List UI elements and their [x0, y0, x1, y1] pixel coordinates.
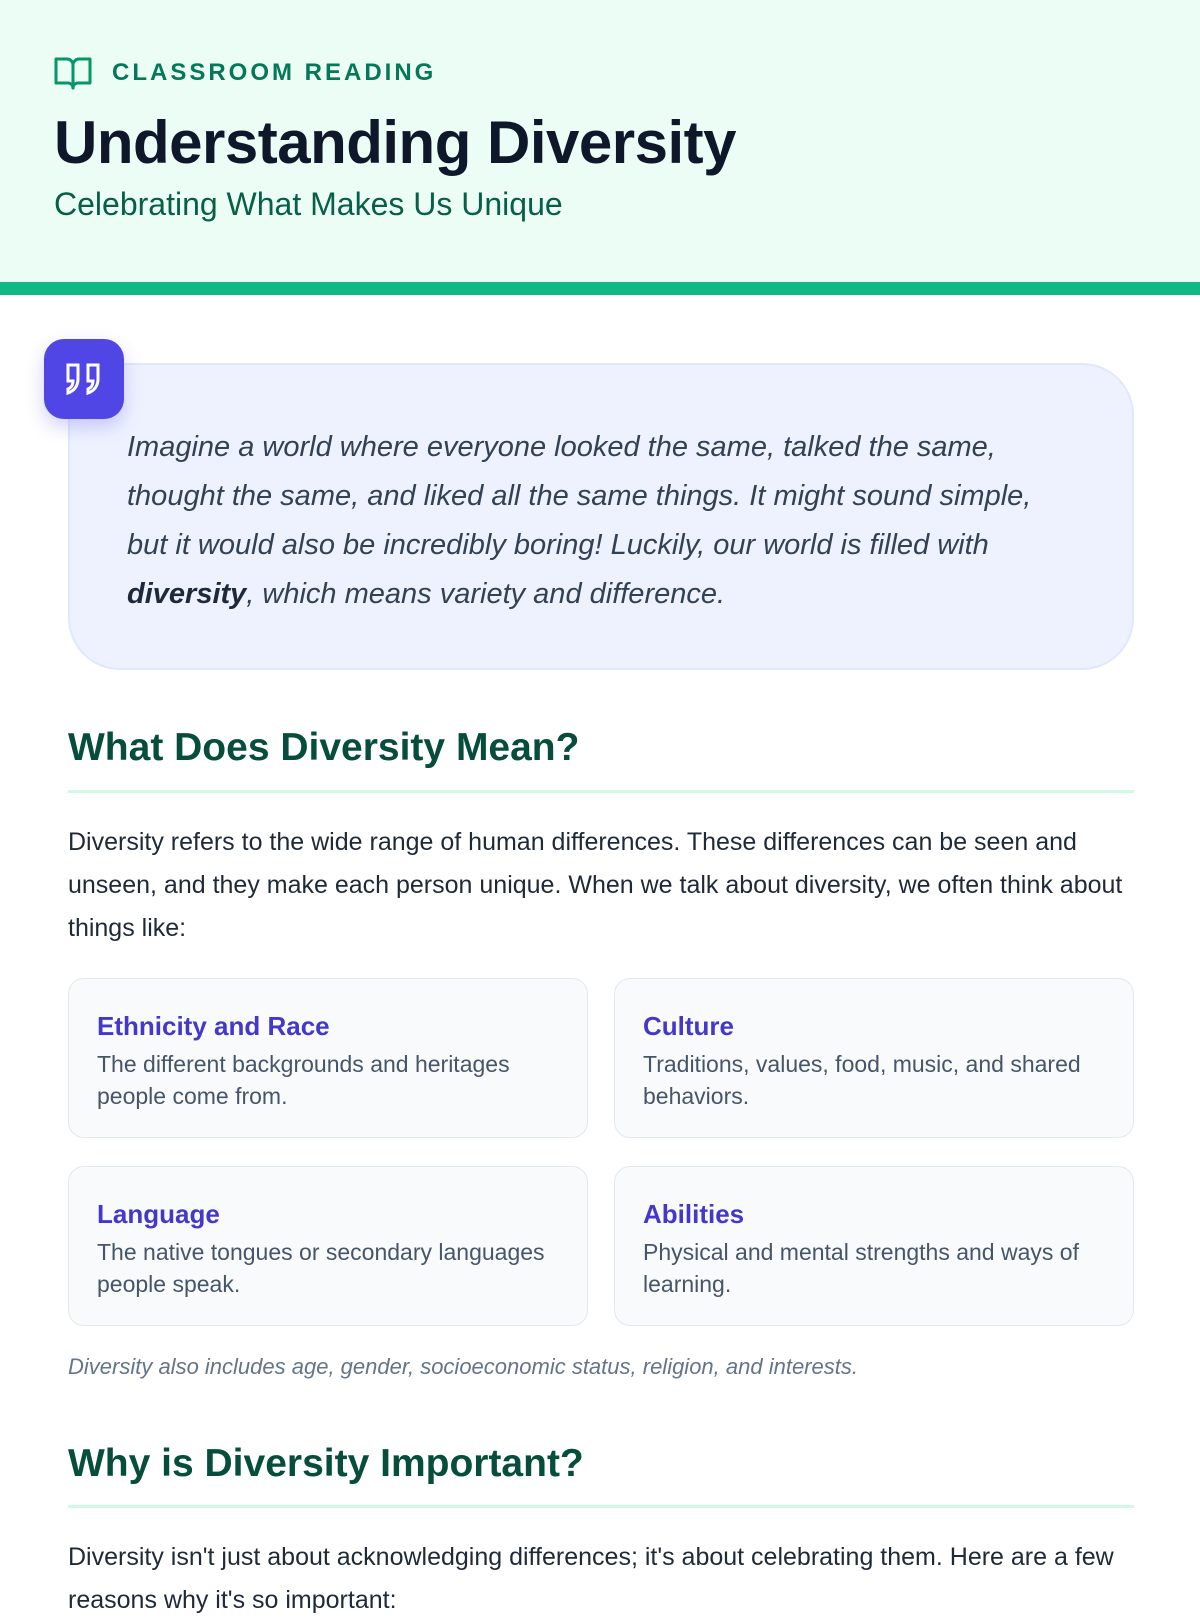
section-heading-importance: Why is Diversity Important?: [68, 1442, 584, 1485]
page-header: CLASSROOM READING Understanding Diversit…: [0, 0, 1200, 282]
card-culture: Culture Traditions, values, food, music,…: [614, 978, 1134, 1138]
section-rule: [68, 1505, 1134, 1508]
card-text: The different backgrounds and heritages …: [97, 1051, 510, 1109]
card-title: Ethnicity and Race: [97, 1011, 330, 1041]
card-title: Culture: [643, 1011, 734, 1041]
card-title: Language: [97, 1199, 220, 1229]
section-rule: [68, 790, 1134, 793]
section-paragraph: Diversity isn't just about acknowledging…: [68, 1543, 1114, 1614]
diversity-note: Diversity also includes age, gender, soc…: [68, 1354, 858, 1379]
intro-quote: Imagine a world where everyone looked th…: [68, 363, 1134, 670]
card-ethnicity: Ethnicity and Race The different backgro…: [68, 978, 588, 1138]
kicker: CLASSROOM READING: [54, 56, 436, 90]
book-open-icon: [54, 57, 92, 90]
card-text: Physical and mental strengths and ways o…: [643, 1239, 1079, 1297]
card-text: The native tongues or secondary language…: [97, 1239, 545, 1297]
header-divider: [0, 282, 1200, 295]
kicker-label: CLASSROOM READING: [112, 59, 437, 86]
section-paragraph: Diversity refers to the wide range of hu…: [68, 828, 1123, 942]
page-subtitle: Celebrating What Makes Us Unique: [54, 186, 563, 222]
card-title: Abilities: [643, 1199, 745, 1229]
card-abilities: Abilities Physical and mental strengths …: [614, 1166, 1134, 1326]
page-title: Understanding Diversity: [54, 109, 737, 176]
card-text: Traditions, values, food, music, and sha…: [643, 1051, 1081, 1109]
intro-text: Imagine a world where everyone looked th…: [127, 431, 1032, 610]
section-heading-meaning: What Does Diversity Mean?: [68, 726, 580, 769]
card-language: Language The native tongues or secondary…: [68, 1166, 588, 1326]
quote-icon: [44, 339, 124, 419]
